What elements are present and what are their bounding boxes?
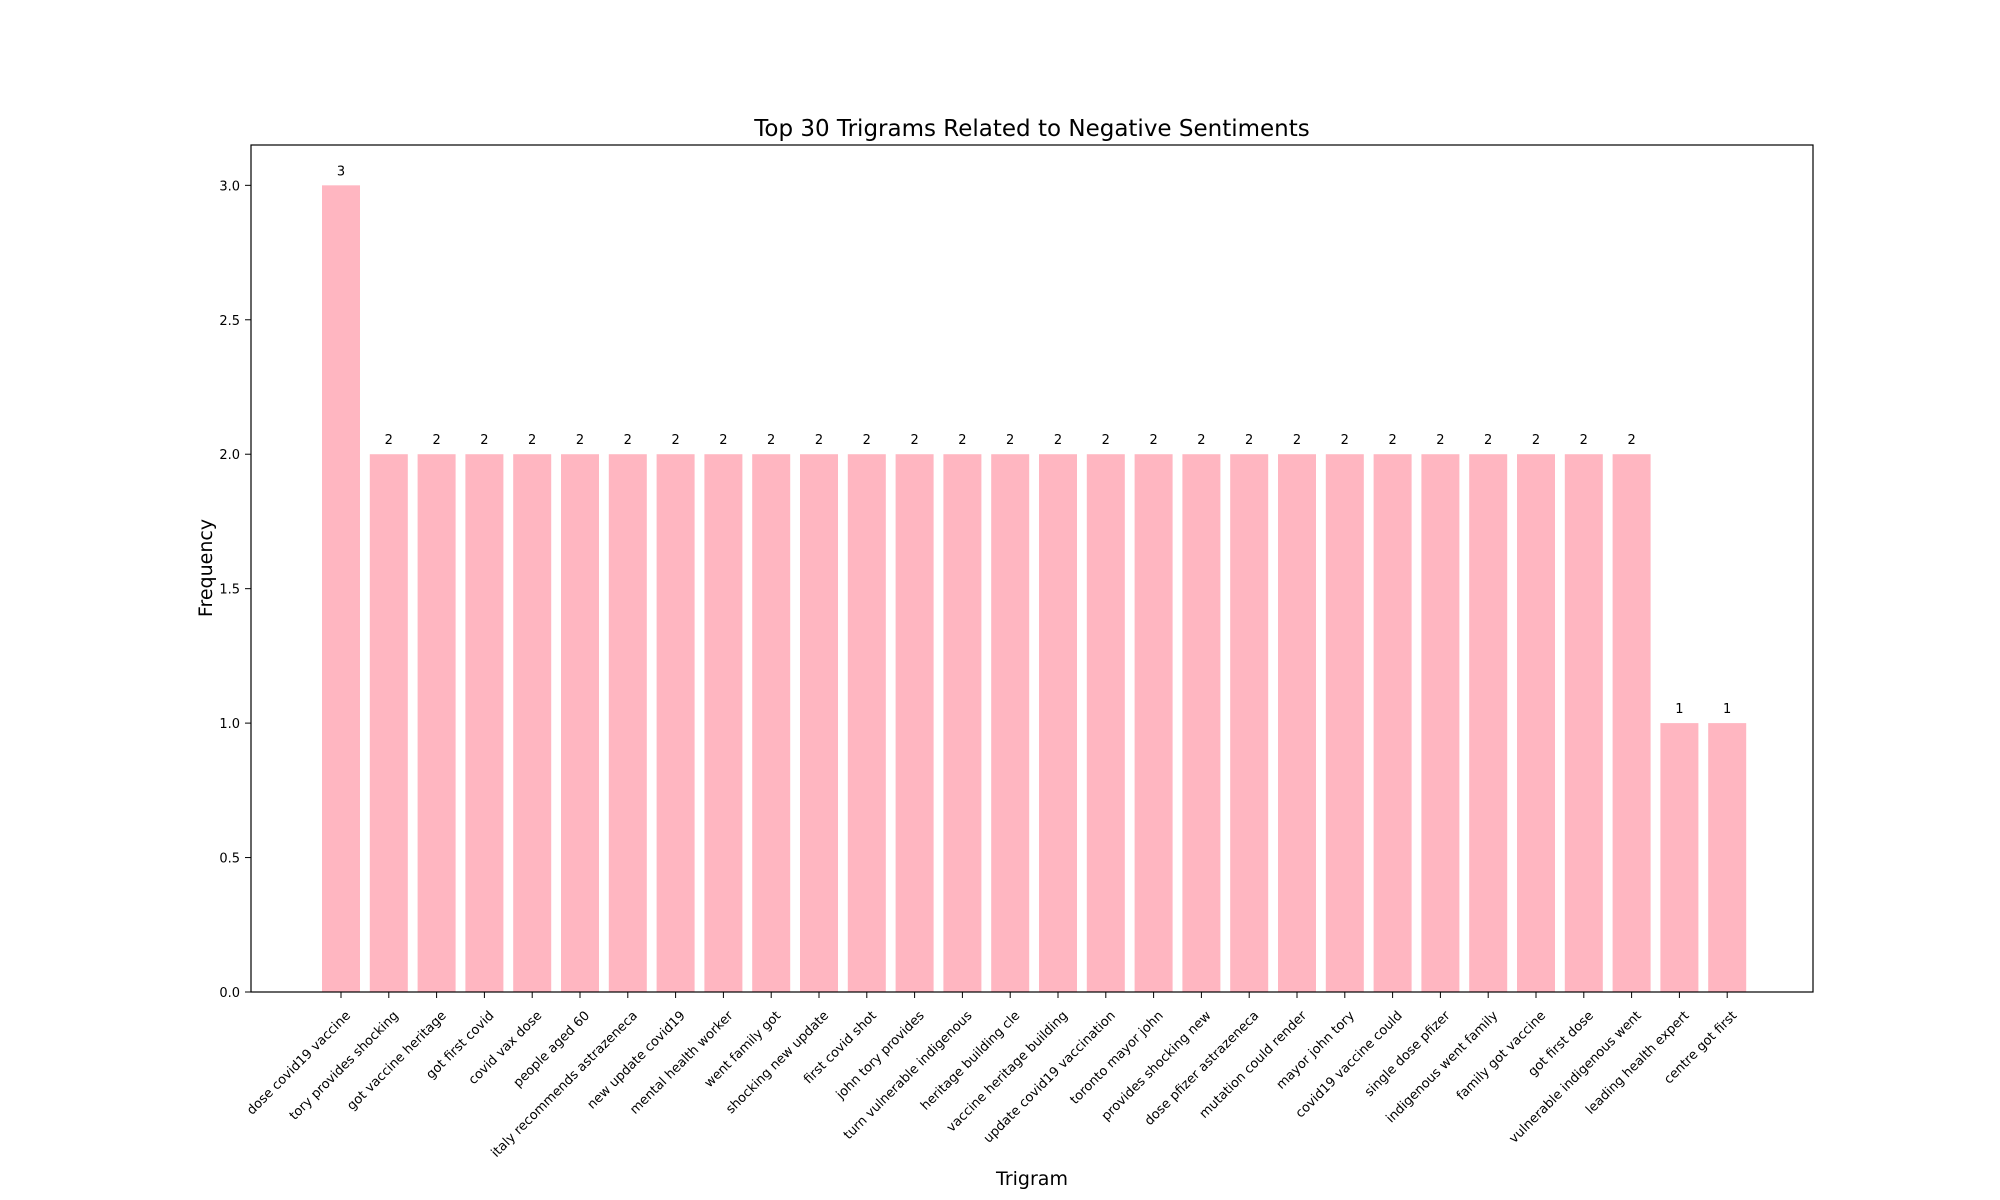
bar-22 bbox=[1373, 454, 1412, 992]
data-label-20: 2 bbox=[1293, 433, 1301, 448]
data-label-26: 2 bbox=[1580, 433, 1588, 448]
data-label-12: 2 bbox=[910, 433, 918, 448]
data-label-1: 2 bbox=[385, 433, 393, 448]
bar-21 bbox=[1325, 454, 1364, 992]
data-label-18: 2 bbox=[1197, 433, 1205, 448]
data-label-24: 2 bbox=[1484, 433, 1492, 448]
y-tick-label-4: 2.0 bbox=[219, 448, 240, 463]
bar-23 bbox=[1421, 454, 1460, 992]
x-tick-label-17: toronto mayor john bbox=[1067, 1008, 1166, 1107]
data-labels-group: 3 2 2 2 2 2 2 2 2 2 2 2 2 2 2 2 2 2 2 2 2 2 2 2 2 2 2 2 1 1 bbox=[337, 164, 1731, 717]
y-tick-label-2: 1.0 bbox=[219, 717, 240, 732]
data-label-10: 2 bbox=[815, 433, 823, 448]
x-tick-label-12: john tory provides bbox=[833, 1008, 928, 1103]
x-axis-title: Trigram bbox=[995, 1168, 1068, 1190]
data-label-22: 2 bbox=[1388, 433, 1396, 448]
bar-3 bbox=[465, 454, 504, 992]
bar-11 bbox=[847, 454, 886, 992]
y-tick-label-1: 0.5 bbox=[219, 852, 240, 867]
bar-8 bbox=[704, 454, 743, 992]
data-label-7: 2 bbox=[671, 433, 679, 448]
data-label-16: 2 bbox=[1102, 433, 1110, 448]
y-tick-label-0: 0.0 bbox=[219, 986, 240, 1001]
data-label-19: 2 bbox=[1245, 433, 1253, 448]
bar-1 bbox=[369, 454, 408, 992]
data-label-23: 2 bbox=[1436, 433, 1444, 448]
bar-27 bbox=[1612, 454, 1651, 992]
data-label-4: 2 bbox=[528, 433, 536, 448]
bar-18 bbox=[1182, 454, 1221, 992]
bar-17 bbox=[1134, 454, 1173, 992]
data-label-25: 2 bbox=[1532, 433, 1540, 448]
data-label-11: 2 bbox=[863, 433, 871, 448]
bar-13 bbox=[943, 454, 982, 992]
data-label-27: 2 bbox=[1627, 433, 1635, 448]
data-label-3: 2 bbox=[480, 433, 488, 448]
data-label-2: 2 bbox=[432, 433, 440, 448]
y-axis: 0.0 0.5 1.0 1.5 2.0 2.5 3.0 bbox=[219, 179, 251, 1001]
y-tick-label-3: 1.5 bbox=[219, 583, 240, 598]
data-label-17: 2 bbox=[1149, 433, 1157, 448]
bar-0 bbox=[322, 185, 360, 993]
bar-6 bbox=[608, 454, 647, 992]
chart-title: Top 30 Trigrams Related to Negative Sent… bbox=[753, 116, 1310, 142]
data-label-28: 1 bbox=[1675, 702, 1683, 717]
bar-24 bbox=[1469, 454, 1508, 992]
bar-10 bbox=[800, 454, 838, 992]
x-tick-label-23: single dose pfizer bbox=[1362, 1008, 1454, 1100]
bar-4 bbox=[513, 454, 552, 992]
bars-group bbox=[322, 185, 1747, 993]
data-label-14: 2 bbox=[1006, 433, 1014, 448]
data-label-8: 2 bbox=[719, 433, 727, 448]
bar-26 bbox=[1564, 454, 1603, 992]
bar-14 bbox=[991, 454, 1030, 992]
bar-2 bbox=[417, 454, 456, 992]
y-tick-label-6: 3.0 bbox=[219, 179, 240, 194]
plot-frame bbox=[250, 144, 1814, 993]
bar-16 bbox=[1086, 454, 1125, 992]
data-label-5: 2 bbox=[576, 433, 584, 448]
data-label-9: 2 bbox=[767, 433, 775, 448]
y-axis-title: Frequency bbox=[195, 519, 217, 617]
bar-28 bbox=[1660, 723, 1699, 992]
bar-20 bbox=[1278, 454, 1316, 992]
y-tick-label-5: 2.5 bbox=[219, 314, 240, 329]
bar-12 bbox=[895, 454, 934, 992]
bar-15 bbox=[1039, 454, 1077, 992]
data-label-21: 2 bbox=[1341, 433, 1349, 448]
bar-19 bbox=[1230, 454, 1269, 992]
bar-25 bbox=[1517, 454, 1555, 992]
data-label-13: 2 bbox=[958, 433, 966, 448]
data-label-6: 2 bbox=[624, 433, 632, 448]
bar-7 bbox=[656, 454, 695, 992]
bar-9 bbox=[752, 454, 791, 992]
bar-5 bbox=[561, 454, 599, 992]
data-label-0: 3 bbox=[337, 164, 345, 179]
data-label-29: 1 bbox=[1723, 702, 1731, 717]
x-tick-label-25: family got vaccine bbox=[1454, 1008, 1549, 1103]
bar-29 bbox=[1708, 723, 1747, 992]
data-label-15: 2 bbox=[1054, 433, 1062, 448]
